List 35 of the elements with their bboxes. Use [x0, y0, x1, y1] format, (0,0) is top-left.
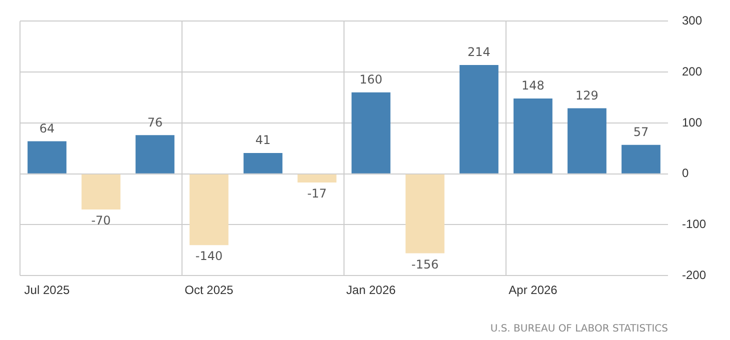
data-label: 76 [147, 115, 163, 130]
bar [244, 152, 282, 174]
data-label: 214 [468, 45, 490, 60]
x-tick-label: Apr 2026 [508, 283, 558, 298]
data-label: -140 [195, 249, 223, 264]
x-tick-label: Jul 2025 [24, 283, 70, 298]
y-tick-label: -100 [682, 217, 706, 232]
bar [136, 135, 174, 174]
data-label: -156 [411, 257, 439, 272]
y-tick-label: 200 [682, 64, 702, 78]
y-tick-label: 100 [682, 115, 702, 130]
bar [460, 64, 498, 174]
bar [352, 92, 390, 174]
data-label: -70 [91, 214, 111, 228]
y-tick-label: -200 [682, 268, 706, 282]
data-label: 64 [39, 121, 55, 136]
data-label: 57 [633, 124, 649, 139]
text: U.S. BUREAU OF LABOR STATISTICS [490, 324, 668, 335]
data-label: 41 [255, 133, 271, 148]
y-tick-label: 300 [682, 14, 702, 28]
data-label: 129 [576, 88, 598, 102]
bar [82, 174, 120, 210]
data-label: -17 [307, 186, 327, 201]
bar [568, 108, 606, 174]
data-label: 148 [522, 78, 544, 93]
bar [190, 174, 228, 246]
bar [514, 98, 552, 174]
bar [28, 141, 66, 174]
bar [622, 144, 660, 174]
bar [298, 174, 336, 182]
bar [406, 174, 444, 254]
x-tick-label: Oct 2025 [184, 283, 234, 298]
x-tick-label: Jan 2026 [346, 283, 396, 298]
y-tick-label: 0 [682, 166, 689, 180]
data-label: 160 [360, 72, 382, 87]
